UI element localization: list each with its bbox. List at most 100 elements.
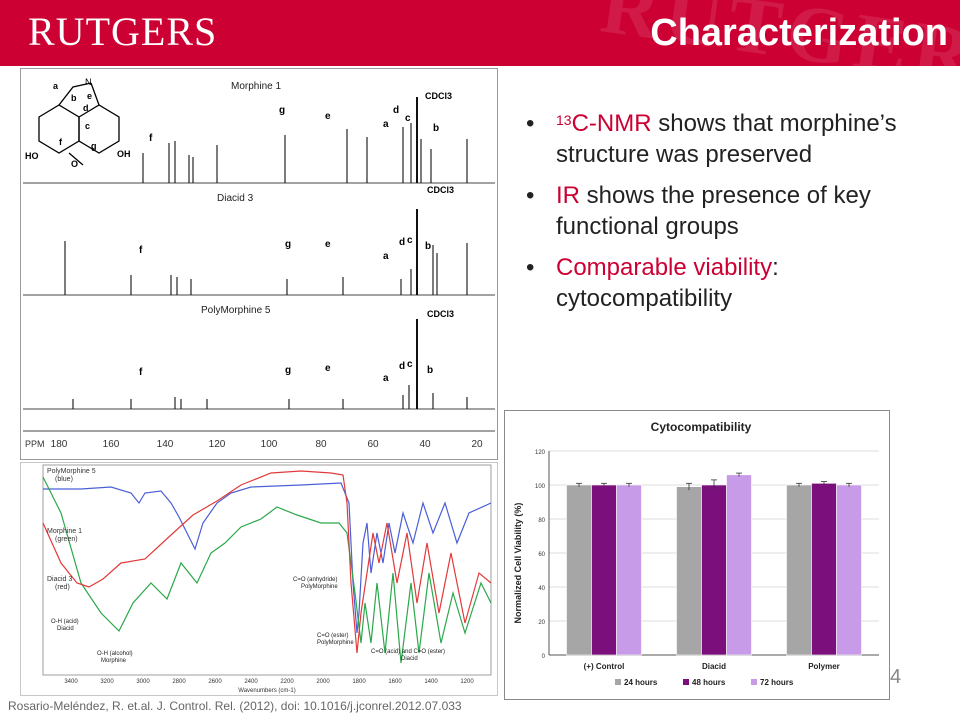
- bullet-highlight: IR: [556, 182, 580, 209]
- ir-annotation: C=O (acid) and C=O (ester): [371, 649, 445, 655]
- chart-y-tick: 60: [538, 552, 545, 558]
- ir-legend-color: (red): [55, 584, 70, 591]
- citation: Rosario-Meléndez, R. et.al. J. Control. …: [8, 699, 462, 713]
- bullet-text: : cytocompatibility: [556, 254, 779, 312]
- peak-label: e: [325, 363, 331, 374]
- structure-label: e: [87, 91, 92, 101]
- peak-label: f: [149, 133, 153, 144]
- structure-label: b: [71, 93, 77, 103]
- ir-annotation: Diacid: [401, 656, 418, 662]
- bullet-list: • 13C-NMR shows that morphine’s structur…: [520, 108, 950, 324]
- peak-label: g: [285, 365, 291, 376]
- chart-bar: [786, 484, 812, 656]
- chart-y-label: Normalized Cell Viability (%): [513, 503, 523, 624]
- ir-annotation: O-H (alcohol): [97, 651, 133, 657]
- structure-label: HO: [25, 151, 39, 161]
- chart-bar: [726, 474, 752, 656]
- ir-trace-polymorphine: [43, 482, 492, 634]
- peak-label: g: [285, 239, 291, 250]
- ir-legend-color: (blue): [55, 476, 73, 483]
- peak-label: c: [407, 235, 413, 246]
- peak-label: a: [383, 251, 389, 262]
- chart-y-tick: 40: [538, 586, 545, 592]
- header-bar: RUTGERS RUTGERS Characterization: [0, 0, 960, 66]
- bullet-highlight: Comparable viability: [556, 254, 773, 281]
- bullet-text: shows the presence of key functional gro…: [556, 182, 871, 240]
- ir-annotation: Diacid: [57, 626, 74, 632]
- ir-tick: 2200: [280, 679, 294, 685]
- peak-label: c: [407, 359, 413, 370]
- nmr-tick: 40: [419, 439, 431, 450]
- ir-tick: 2400: [244, 679, 258, 685]
- nmr-peaks-panel2: [64, 209, 468, 295]
- ir-tick: 1600: [388, 679, 402, 685]
- chart-legend-label: 48 hours: [692, 678, 726, 687]
- peak-label: d: [393, 105, 399, 116]
- ir-tick: 1400: [424, 679, 438, 685]
- ir-tick: 1200: [460, 679, 474, 685]
- ir-plot-frame: [42, 464, 492, 676]
- peak-label: d: [399, 361, 405, 372]
- peak-label: b: [433, 123, 439, 134]
- peak-label: b: [425, 241, 431, 252]
- chart-legend-swatch: [751, 679, 757, 685]
- solvent-label: CDCl3: [427, 185, 454, 195]
- chart-y-tick: 100: [535, 484, 546, 490]
- ir-axis-label: Wavenumbers (cm-1): [238, 688, 295, 694]
- ir-legend-name: Morphine 1: [47, 528, 82, 535]
- nmr-spectra-figure: a N b e d c f g HO O OH Morphine 1 Diaci…: [20, 68, 498, 460]
- nmr-tick: 80: [315, 439, 327, 450]
- cytocompatibility-chart: Cytocompatibility Normalized Cell Viabil…: [504, 410, 890, 700]
- slide-title: Characterization: [650, 12, 948, 54]
- chart-bar: [701, 484, 727, 656]
- nmr-tick: 100: [261, 439, 278, 450]
- nmr-peaks-panel3: [72, 319, 468, 409]
- bar-chart-svg: Cytocompatibility Normalized Cell Viabil…: [513, 420, 879, 687]
- nmr-tick: 160: [103, 439, 120, 450]
- nmr-tick: 140: [157, 439, 174, 450]
- ir-tick: 2600: [208, 679, 222, 685]
- bullet-dot-icon: •: [526, 254, 535, 281]
- chart-legend-swatch: [683, 679, 689, 685]
- structure-label: g: [91, 141, 97, 151]
- nmr-peaks-panel1: [142, 97, 468, 183]
- bullet-item-ir: • IR shows the presence of key functiona…: [520, 180, 950, 242]
- chart-category-label: (+) Control: [584, 662, 625, 671]
- ir-annotation: C=O (anhydride): [293, 577, 338, 583]
- chart-category-label: Diacid: [702, 662, 726, 671]
- peak-label: d: [399, 237, 405, 248]
- peak-label: c: [405, 113, 411, 124]
- ir-annotation: O-H (acid): [51, 619, 79, 625]
- chart-category-label: Polymer: [808, 662, 840, 671]
- nmr-axis-label: PPM: [25, 439, 45, 449]
- chart-y-tick: 120: [535, 450, 546, 456]
- nmr-tick: 60: [367, 439, 379, 450]
- chart-bar: [676, 486, 702, 656]
- ir-legend-name: Diacid 3: [47, 576, 72, 583]
- ir-annotation: PolyMorphine: [301, 584, 338, 590]
- chart-bar: [616, 484, 642, 656]
- peak-label: g: [279, 105, 285, 116]
- chart-bar: [811, 483, 837, 656]
- ir-annotation: PolyMorphine: [317, 640, 354, 646]
- bullet-highlight: C-NMR: [571, 110, 652, 137]
- structure-label: f: [59, 137, 63, 147]
- peak-label: a: [383, 119, 389, 130]
- peak-label: f: [139, 367, 143, 378]
- ir-trace-morphine: [42, 476, 492, 664]
- ir-tick: 3200: [100, 679, 114, 685]
- chart-bar: [591, 484, 617, 656]
- nmr-panel-title: Morphine 1: [231, 81, 281, 92]
- structure-label: O: [71, 159, 78, 169]
- structure-label: c: [85, 121, 90, 131]
- chart-y-tick: 20: [538, 620, 545, 626]
- morphine-structure: [38, 82, 120, 166]
- bullet-dot-icon: •: [526, 182, 535, 209]
- nmr-panel-title: PolyMorphine 5: [201, 305, 271, 316]
- ir-trace-diacid: [42, 470, 492, 654]
- ir-tick: 2800: [172, 679, 186, 685]
- bullet-text: shows that morphine’s structure was pres…: [556, 110, 897, 168]
- nmr-svg: a N b e d c f g HO O OH Morphine 1 Diaci…: [23, 77, 495, 450]
- bullet-item-nmr: • 13C-NMR shows that morphine’s structur…: [520, 108, 950, 170]
- peak-label: b: [427, 365, 433, 376]
